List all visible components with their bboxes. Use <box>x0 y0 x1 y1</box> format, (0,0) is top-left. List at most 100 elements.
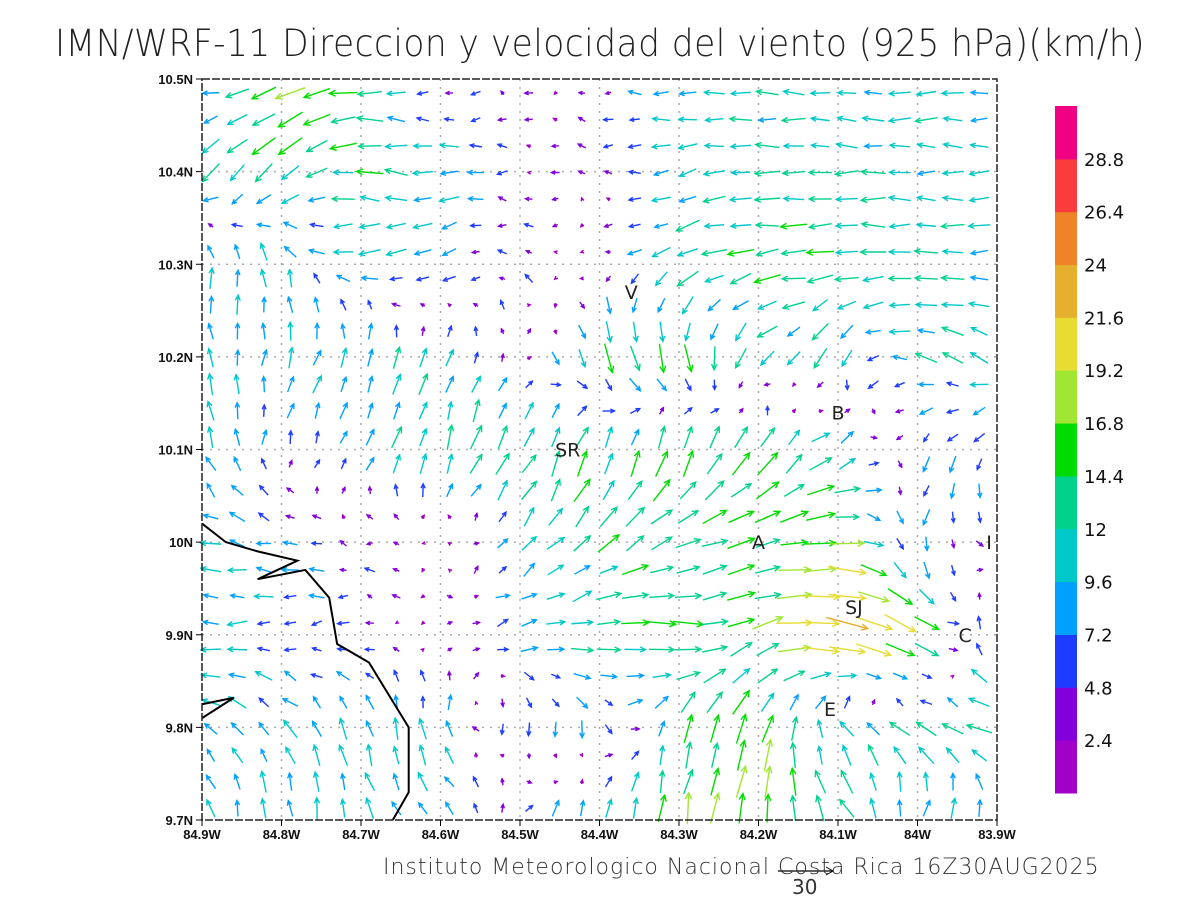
wind-arrow-shaft <box>760 427 775 448</box>
wind-arrow-shaft <box>729 117 753 122</box>
wind-arrow <box>500 802 506 813</box>
wind-arrow-head <box>887 169 896 176</box>
wind-arrow <box>731 451 751 476</box>
wind-arrow-head <box>840 769 847 778</box>
wind-arrow-shaft <box>870 773 877 791</box>
wind-arrow <box>287 268 293 288</box>
wind-arrow-shaft <box>682 450 694 478</box>
wind-arrow <box>523 427 535 447</box>
colorbar-segment <box>1055 423 1077 477</box>
wind-arrow-head <box>526 303 532 308</box>
wind-arrow-shaft <box>922 509 931 525</box>
wind-arrow <box>226 620 248 628</box>
wind-arrow <box>604 699 614 707</box>
wind-arrow-shaft <box>576 380 588 389</box>
wind-arrow-shaft <box>440 144 459 148</box>
wind-arrow-head <box>915 195 923 202</box>
wind-arrow <box>783 670 806 682</box>
wind-arrow <box>207 372 214 396</box>
wind-arrow-head <box>340 298 346 305</box>
wind-arrow-head <box>877 541 885 548</box>
wind-arrow-head <box>552 731 559 738</box>
wind-arrow-shaft <box>339 696 348 709</box>
wind-arrow-head <box>756 304 765 310</box>
wind-arrow <box>629 345 641 372</box>
wind-arrow <box>712 379 718 392</box>
wind-arrow <box>578 349 587 369</box>
wind-arrow-head <box>879 569 888 577</box>
wind-arrow <box>440 221 457 230</box>
wind-arrow-shaft <box>275 87 306 99</box>
wind-arrow <box>302 113 331 126</box>
wind-arrow-shaft <box>445 376 454 393</box>
wind-arrow <box>835 513 861 521</box>
wind-arrow <box>657 793 667 822</box>
wind-arrow-head <box>659 365 667 374</box>
wind-arrow <box>761 714 775 743</box>
wind-arrow-head <box>255 540 262 547</box>
wind-arrow-head <box>661 385 668 392</box>
wind-arrow <box>203 722 218 735</box>
wind-arrow <box>549 170 560 175</box>
wind-arrow <box>285 745 296 764</box>
wind-arrow-shaft <box>889 91 911 95</box>
wind-arrow <box>913 248 939 255</box>
wind-arrow <box>469 453 483 474</box>
wind-arrow-shaft <box>787 326 801 337</box>
wind-arrow-shaft <box>446 454 453 474</box>
wind-arrow <box>358 222 381 230</box>
wind-arrow-head <box>312 743 319 752</box>
wind-arrow <box>571 619 595 626</box>
wind-arrow-shaft <box>969 196 990 202</box>
wind-arrow <box>287 771 293 791</box>
wind-arrow-head <box>287 320 294 328</box>
wind-arrow <box>281 698 299 707</box>
wind-arrow-shaft <box>418 402 428 420</box>
wind-arrow-head <box>607 385 613 392</box>
wind-arrow-shaft <box>709 426 720 449</box>
wind-arrow-head <box>558 592 566 598</box>
wind-arrow-head <box>836 115 844 122</box>
wind-arrow-shaft <box>206 483 216 498</box>
wind-arrow-shaft <box>208 426 214 449</box>
wind-arrow-head <box>693 565 701 572</box>
wind-arrow-shaft <box>896 510 904 524</box>
wind-arrow-head <box>524 273 530 280</box>
wind-arrow-head <box>469 222 476 229</box>
wind-arrow <box>815 794 825 822</box>
wind-arrow-head <box>772 538 781 545</box>
wind-arrow <box>576 449 588 477</box>
wind-arrow-head <box>495 170 502 176</box>
wind-arrow-head <box>845 408 851 413</box>
wind-arrow <box>972 406 986 416</box>
wind-arrow-head <box>676 250 685 257</box>
wind-arrow-head <box>201 619 209 626</box>
wind-arrow-head <box>626 250 634 256</box>
wind-arrow <box>547 564 565 576</box>
wind-arrow <box>809 115 830 122</box>
wind-arrow-shaft <box>495 594 510 599</box>
wind-arrow-shaft <box>675 648 701 651</box>
wind-arrow <box>445 348 454 367</box>
wind-arrow-shaft <box>418 373 428 396</box>
wind-arrow-head <box>714 425 721 433</box>
wind-arrow <box>805 539 838 547</box>
wind-arrow-head <box>233 243 240 251</box>
wind-arrow-shaft <box>391 801 402 816</box>
wind-arrow <box>385 222 406 230</box>
wind-arrow-shaft <box>289 322 292 341</box>
wind-arrow-shaft <box>390 276 403 281</box>
wind-arrow-head <box>392 772 399 780</box>
wind-arrow-head <box>231 198 238 205</box>
wind-arrow <box>859 168 886 176</box>
wind-arrow-head <box>807 223 816 230</box>
wind-arrow <box>285 487 295 494</box>
wind-arrow-head <box>628 117 635 123</box>
wind-arrow-shaft <box>950 798 956 819</box>
wind-arrow-head <box>726 249 735 257</box>
wind-arrow <box>967 697 990 708</box>
wind-arrow <box>887 90 911 97</box>
wind-arrow-head <box>807 169 815 176</box>
wind-arrow <box>706 452 723 475</box>
wind-arrow <box>945 408 959 415</box>
